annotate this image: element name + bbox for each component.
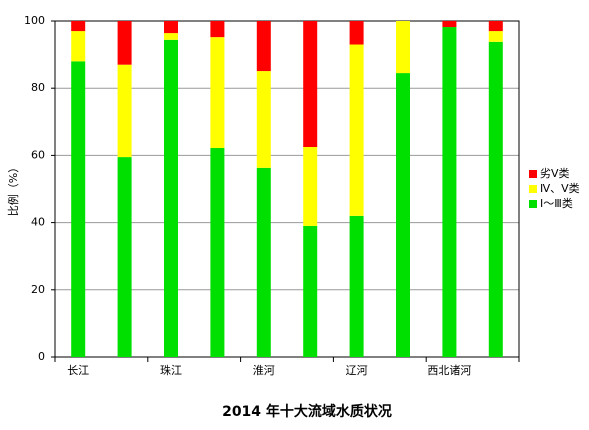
chart-title: 2014 年十大流域水质状况 bbox=[222, 403, 392, 420]
bar-segment bbox=[117, 157, 132, 357]
bar-segment bbox=[210, 21, 225, 38]
bar-segment bbox=[164, 39, 178, 357]
bar-segment bbox=[164, 33, 178, 40]
y-tick-label: 40 bbox=[31, 216, 45, 229]
bar-segment bbox=[256, 21, 271, 72]
bar-segment bbox=[442, 27, 457, 357]
y-tick-label: 20 bbox=[31, 283, 45, 296]
bar-segment bbox=[349, 21, 364, 45]
bar-segment bbox=[303, 21, 318, 147]
bar-segment bbox=[396, 21, 410, 74]
bar-segment bbox=[349, 44, 364, 216]
bar-segment bbox=[71, 31, 86, 62]
legend-label: 劣Ⅴ类 bbox=[540, 166, 570, 180]
bar-segment bbox=[488, 31, 503, 42]
bar-segment bbox=[349, 215, 364, 357]
legend-label: Ⅰ～Ⅲ类 bbox=[540, 196, 573, 210]
x-tick-label: 珠江 bbox=[160, 363, 182, 377]
x-tick-label: 辽河 bbox=[346, 364, 368, 377]
bar-segment bbox=[210, 37, 225, 149]
legend-label: Ⅳ、Ⅴ类 bbox=[540, 181, 580, 195]
bar-segment bbox=[117, 21, 132, 65]
bar-segment bbox=[303, 147, 318, 226]
bar-segment bbox=[210, 148, 225, 357]
legend-swatch bbox=[529, 170, 537, 178]
x-tick-label: 淮河 bbox=[253, 364, 275, 377]
x-tick-label: 长江 bbox=[67, 364, 89, 377]
y-axis-label: 比例（%） bbox=[6, 162, 20, 216]
legend-swatch bbox=[529, 200, 537, 208]
bar-segment bbox=[164, 21, 178, 34]
bar-segment bbox=[303, 225, 318, 357]
bar-segment bbox=[71, 61, 86, 357]
bar-segment bbox=[71, 21, 86, 32]
y-tick-label: 100 bbox=[24, 14, 45, 27]
bar-segment bbox=[488, 21, 503, 32]
y-tick-label: 80 bbox=[31, 81, 45, 94]
x-tick-label: 西北诸河 bbox=[427, 364, 471, 377]
y-tick-label: 0 bbox=[38, 350, 45, 363]
bar-segment bbox=[396, 73, 410, 357]
bar-segment bbox=[488, 41, 503, 357]
legend-swatch bbox=[529, 185, 537, 193]
y-tick-label: 60 bbox=[31, 148, 45, 161]
plot-frame bbox=[54, 20, 520, 358]
bar-segment bbox=[256, 71, 271, 168]
bar-segment bbox=[442, 21, 457, 28]
bar-segment bbox=[256, 167, 271, 357]
bar-segment bbox=[117, 64, 132, 158]
